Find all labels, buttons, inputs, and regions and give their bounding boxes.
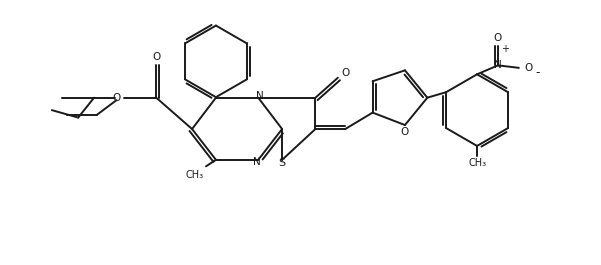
Text: -: -	[535, 66, 540, 79]
Text: O: O	[112, 93, 121, 103]
Text: O: O	[401, 126, 409, 136]
Text: N: N	[494, 60, 502, 70]
Text: O: O	[494, 33, 502, 42]
Text: N: N	[256, 91, 264, 101]
Text: O: O	[525, 63, 533, 73]
Text: CH₃: CH₃	[186, 170, 204, 180]
Text: +: +	[501, 45, 510, 54]
Text: O: O	[341, 68, 349, 78]
Text: N: N	[254, 157, 261, 167]
Text: S: S	[278, 158, 285, 168]
Text: CH₃: CH₃	[468, 158, 486, 168]
Text: O: O	[152, 52, 160, 62]
